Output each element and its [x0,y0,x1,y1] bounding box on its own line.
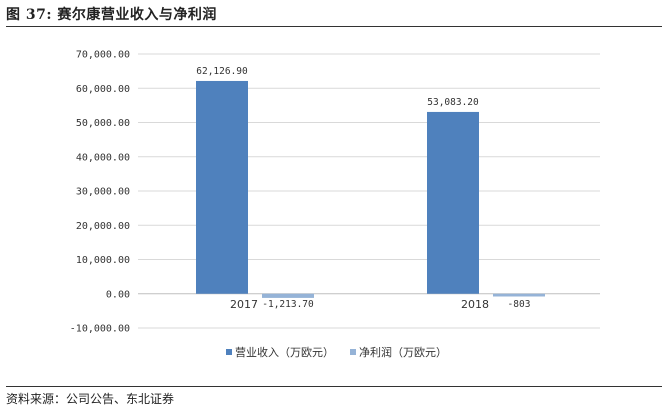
legend-swatch [350,349,356,355]
y-tick-label: 0.00 [106,289,130,300]
y-tick-label: 50,000.00 [76,118,130,129]
bar-revenue-2017 [196,80,248,294]
data-label: -803 [508,299,531,310]
x-category-label: 2018 [461,298,489,311]
legend-swatch [226,349,232,355]
legend-label: 营业收入（万欧元） [235,345,334,359]
y-tick-label: -10,000.00 [70,324,130,335]
y-tick-label: 70,000.00 [76,50,130,61]
data-label: -1,213.70 [262,299,314,310]
bar-revenue-2018 [427,111,479,294]
bar-chart: 70,000.00 60,000.00 50,000.00 40,000.00 30,0… [70,50,600,359]
y-tick-label: 60,000.00 [76,84,130,95]
figure-title: 图 37: 赛尔康营业收入与净利润 [6,7,217,23]
source-note: 资料来源：公司公告、东北证券 [6,392,175,406]
data-label: 62,126.90 [196,66,248,77]
bar-net-profit-2017 [262,293,314,298]
y-tick-label: 20,000.00 [76,221,130,232]
source-rule [6,386,662,387]
title-rule [6,26,662,27]
legend-label: 净利润（万欧元） [359,345,447,359]
x-category-label: 2017 [230,298,258,311]
y-tick-label: 10,000.00 [76,255,130,266]
data-label: 53,083.20 [427,97,479,108]
bar-net-profit-2018 [493,293,545,297]
y-tick-label: 40,000.00 [76,152,130,163]
y-tick-label: 30,000.00 [76,187,130,198]
